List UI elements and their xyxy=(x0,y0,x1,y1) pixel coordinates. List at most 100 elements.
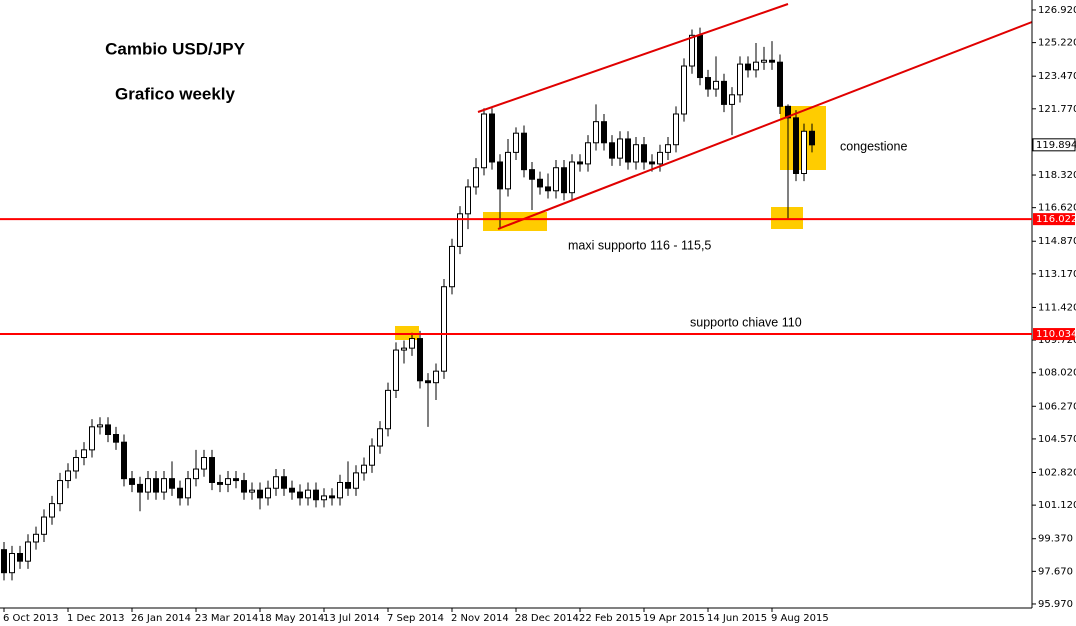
candle-body xyxy=(713,80,719,90)
y-tick-label: 108.020 xyxy=(1038,368,1076,379)
candle-body xyxy=(793,117,799,174)
candle-body xyxy=(9,552,15,574)
x-tick-label: 18 May 2014 xyxy=(259,613,324,624)
candle-body xyxy=(417,338,423,382)
candle-body xyxy=(497,161,503,190)
last-price-label: 119.894 xyxy=(1036,140,1076,151)
candle-body xyxy=(193,468,199,480)
candle-body xyxy=(545,186,551,192)
candle-body xyxy=(257,489,263,499)
y-tick-label: 97.670 xyxy=(1038,566,1073,577)
candle-body xyxy=(153,478,159,493)
candle-body xyxy=(617,138,623,159)
x-tick-label: 26 Jan 2014 xyxy=(131,613,191,624)
y-tick-label: 113.170 xyxy=(1038,269,1076,280)
annotation: Cambio USD/JPY xyxy=(105,39,245,58)
candle-body xyxy=(729,94,735,105)
candle-body xyxy=(185,478,191,499)
candle-body xyxy=(289,487,295,493)
candle-body xyxy=(657,151,663,165)
price-label-box xyxy=(1032,138,1076,152)
candle-body xyxy=(665,144,671,153)
x-tick-label: 28 Dec 2014 xyxy=(515,613,579,624)
x-tick-label: 22 Feb 2015 xyxy=(579,613,641,624)
candle-body xyxy=(577,161,583,165)
candle-body xyxy=(513,132,519,153)
x-tick-label: 7 Sep 2014 xyxy=(387,613,444,624)
candle-body xyxy=(145,478,151,493)
candle-body xyxy=(361,464,367,474)
x-tick-label: 19 Apr 2015 xyxy=(643,613,705,624)
candle-body xyxy=(217,481,223,485)
candle-body xyxy=(465,186,471,215)
y-tick-label: 95.970 xyxy=(1038,599,1073,610)
y-tick-label: 109.720 xyxy=(1038,335,1076,346)
candle-body xyxy=(553,167,559,192)
candle-body xyxy=(233,478,239,482)
candle-body xyxy=(265,487,271,499)
candle-body xyxy=(561,167,567,194)
highlight-box xyxy=(395,326,419,340)
annotation: maxi supporto 116 - 115,5 xyxy=(568,238,711,252)
candle-body xyxy=(745,63,751,71)
candle-body xyxy=(785,105,791,119)
candle-body xyxy=(401,347,407,351)
candle-body xyxy=(769,59,775,63)
candle-body xyxy=(753,61,759,71)
candle-body xyxy=(121,441,127,480)
candle-body xyxy=(177,487,183,499)
candle-body xyxy=(329,495,335,499)
y-tick-label: 99.370 xyxy=(1038,534,1073,545)
candle-body xyxy=(281,476,287,489)
candle-body xyxy=(105,424,111,436)
y-tick-label: 123.470 xyxy=(1038,71,1076,82)
highlight-box xyxy=(771,207,803,229)
candle-body xyxy=(97,424,103,428)
y-tick-label: 106.270 xyxy=(1038,401,1076,412)
candle-body xyxy=(17,552,23,562)
candle-body xyxy=(425,380,431,384)
candle-body xyxy=(137,483,143,493)
candle-body xyxy=(521,132,527,171)
candle-body xyxy=(409,338,415,349)
candle-body xyxy=(641,144,647,163)
price-label-box xyxy=(1033,213,1075,226)
candle-body xyxy=(161,478,167,493)
candle-body xyxy=(201,457,207,470)
x-tick-label: 2 Nov 2014 xyxy=(451,613,509,624)
candle-body xyxy=(73,457,79,472)
candle-body xyxy=(353,472,359,489)
candle-body xyxy=(41,516,47,535)
candle-body xyxy=(481,113,487,169)
price-label-box xyxy=(1033,328,1075,341)
candle-body xyxy=(721,80,727,105)
candle-body xyxy=(33,533,39,543)
candle-body xyxy=(705,77,711,90)
candle-body xyxy=(321,495,327,501)
y-tick-label: 114.870 xyxy=(1038,236,1076,247)
candle-body xyxy=(89,426,95,451)
y-tick-label: 125.220 xyxy=(1038,38,1076,49)
candle-body xyxy=(81,449,87,459)
candle-body xyxy=(113,434,119,443)
candle-body xyxy=(385,389,391,430)
candle-body xyxy=(529,169,535,180)
x-tick-label: 9 Aug 2015 xyxy=(771,613,829,624)
candle-body xyxy=(449,245,455,288)
candle-body xyxy=(337,481,343,499)
candle-body xyxy=(673,113,679,146)
candle-body xyxy=(169,478,175,489)
x-tick-label: 23 Mar 2014 xyxy=(195,613,258,624)
annotation: supporto chiave 110 xyxy=(690,315,802,329)
candle-body xyxy=(777,61,783,107)
candle-body xyxy=(249,489,255,493)
trend-line xyxy=(497,21,1033,230)
price-label: 116.022 xyxy=(1036,214,1076,225)
candle-body xyxy=(569,161,575,194)
candle-body xyxy=(697,34,703,79)
candle-body xyxy=(809,130,815,146)
candle-body xyxy=(761,59,767,63)
candle-body xyxy=(593,121,599,144)
annotation: Grafico weekly xyxy=(115,84,236,103)
